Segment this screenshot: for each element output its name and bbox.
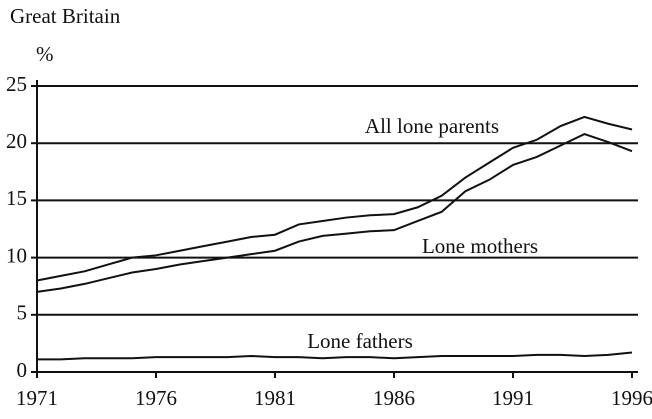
y-tick-label: 5 bbox=[17, 301, 28, 325]
series-label: All lone parents bbox=[365, 114, 499, 138]
series-line bbox=[37, 351, 633, 361]
series-label: Lone mothers bbox=[422, 234, 538, 258]
y-tick-label: 25 bbox=[6, 72, 27, 96]
y-tick-label: 0 bbox=[17, 358, 28, 382]
x-tick-label: 1991 bbox=[492, 386, 534, 410]
series-line bbox=[36, 115, 633, 282]
x-tick-label: 1976 bbox=[135, 386, 177, 410]
x-tick-label: 1986 bbox=[373, 386, 415, 410]
x-tick-label: 1981 bbox=[254, 386, 296, 410]
y-tick-label: 20 bbox=[6, 129, 27, 153]
y-tick-label: 10 bbox=[6, 243, 27, 267]
series-label: Lone fathers bbox=[307, 329, 413, 353]
series-line bbox=[36, 132, 633, 293]
y-tick-label: 15 bbox=[6, 186, 27, 210]
x-tick-label: 1996 bbox=[611, 386, 652, 410]
x-tick-label: 1971 bbox=[16, 386, 58, 410]
chart-title: Great Britain bbox=[10, 4, 121, 28]
y-unit: % bbox=[36, 42, 54, 66]
